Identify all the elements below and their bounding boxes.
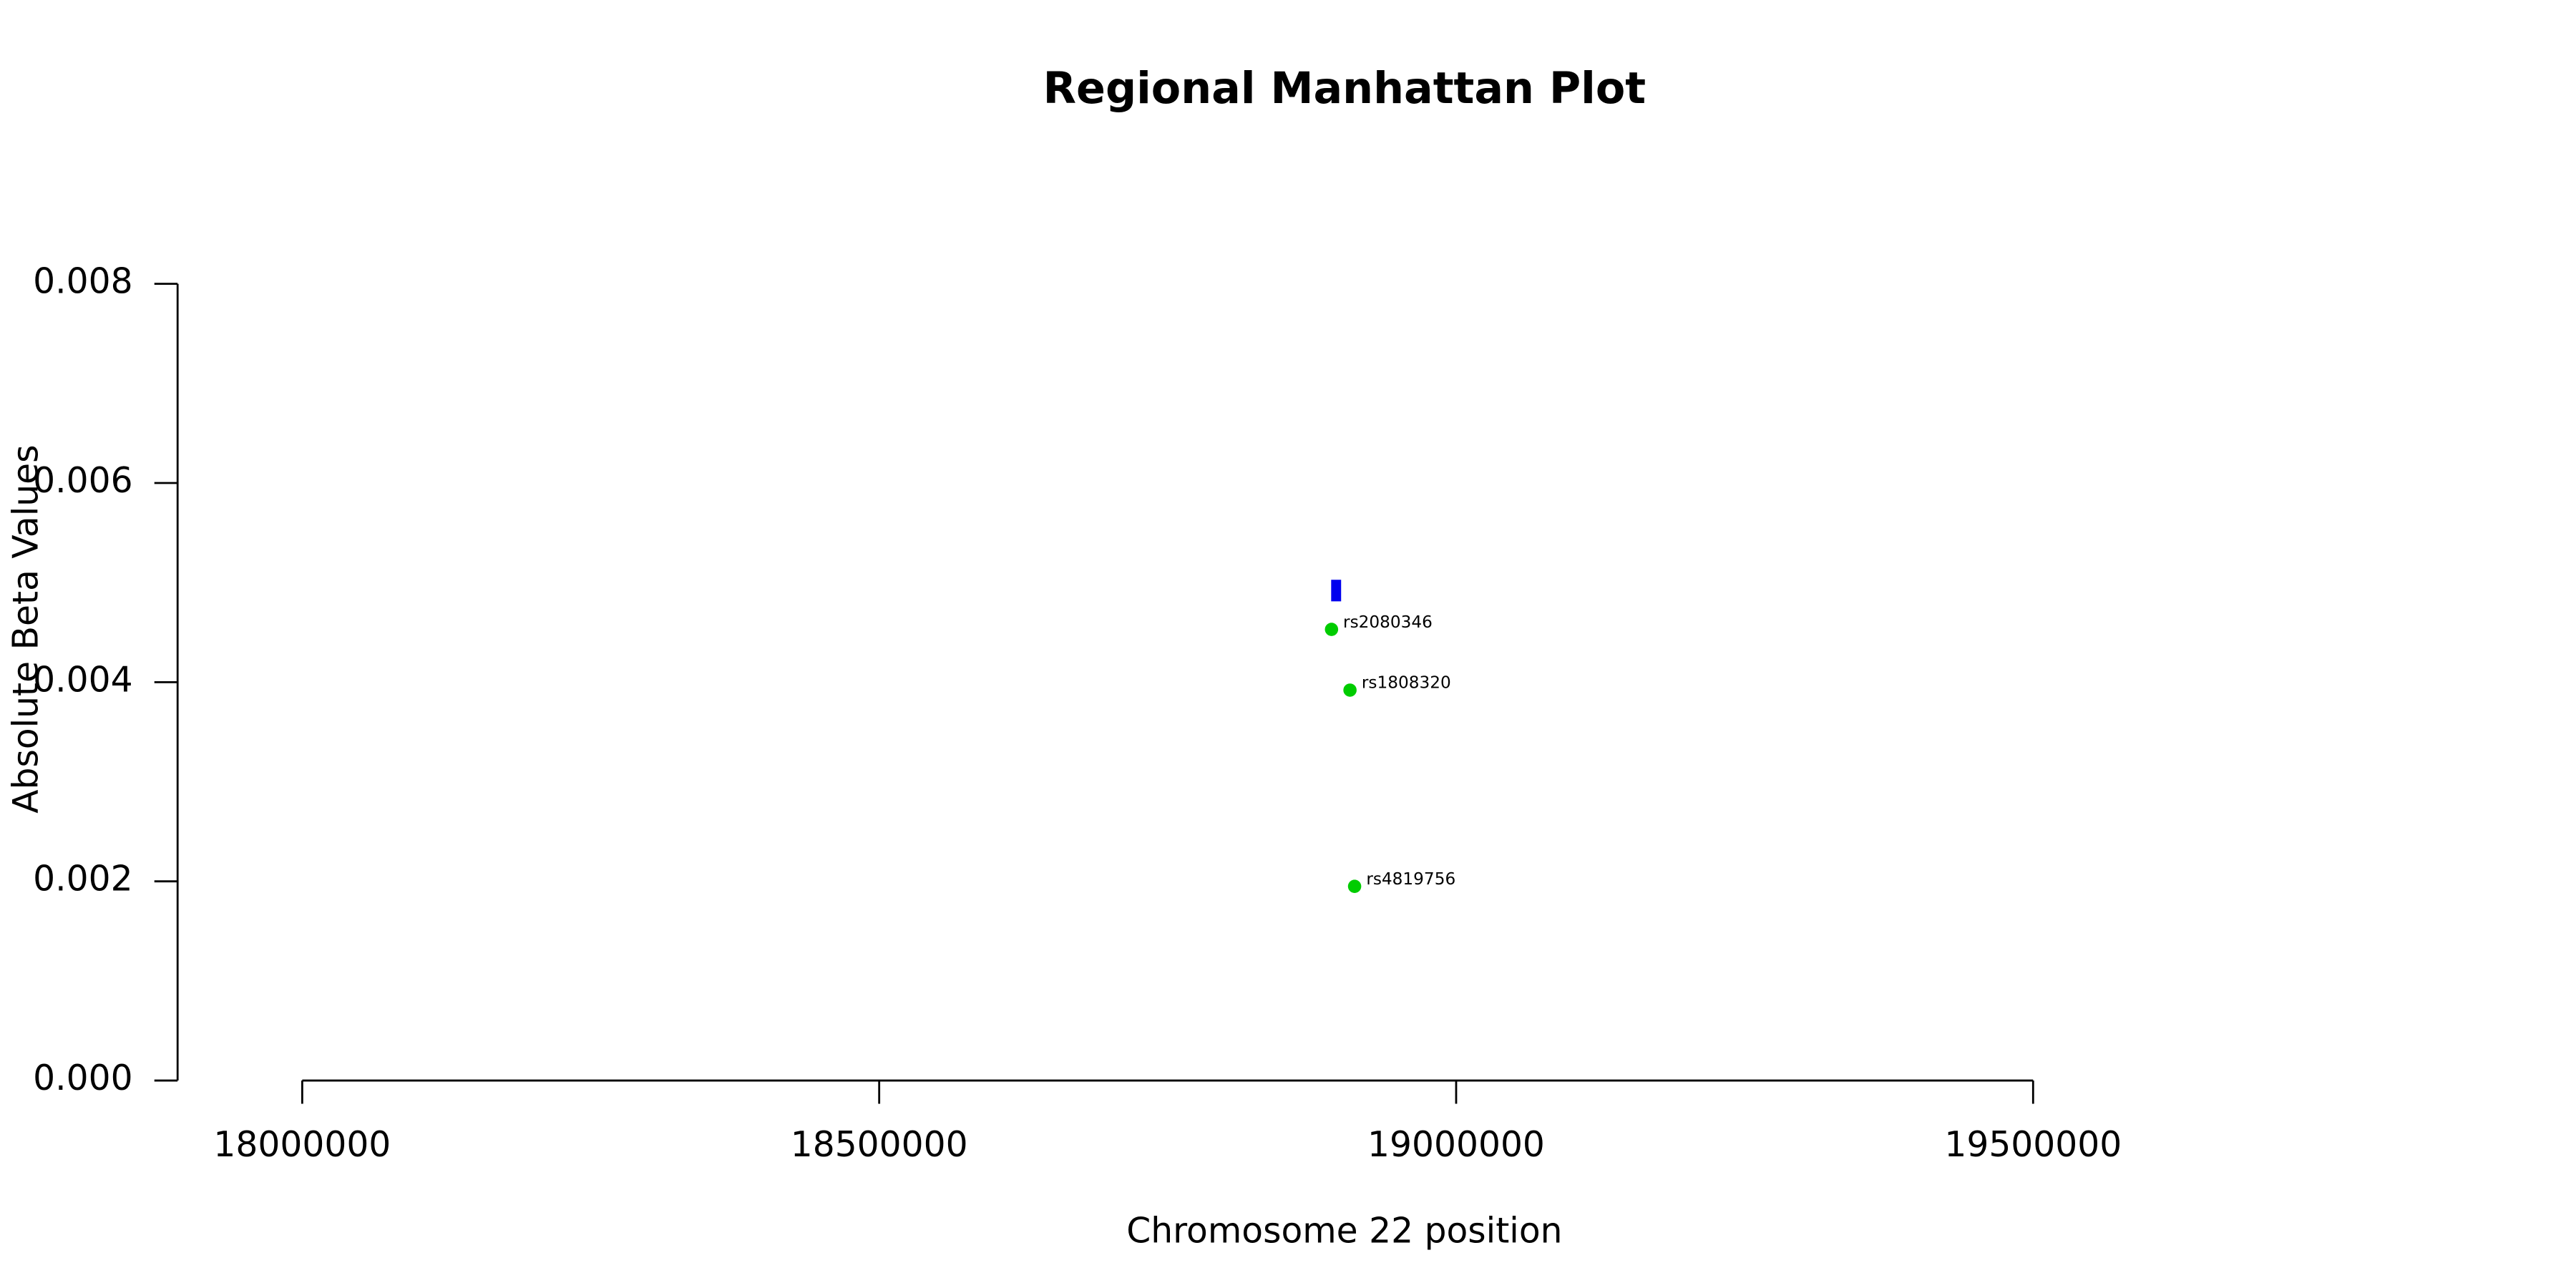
y-axis-label: Absolute Beta Values [6,444,46,813]
y-tick-label: 0.004 [33,660,132,700]
y-tick-label: 0.008 [33,262,132,302]
point-label: rs4819756 [1366,869,1455,889]
highlight-marker [1331,580,1342,602]
y-tick-label: 0.002 [33,859,132,899]
y-tick-label: 0.006 [33,461,132,501]
x-tick-label: 19000000 [1367,1125,1545,1165]
x-tick-label: 18500000 [791,1125,968,1165]
point-label: rs2080346 [1343,613,1433,632]
x-tick-label: 18000000 [213,1125,391,1165]
point [1343,683,1357,697]
point [1347,879,1362,893]
point-label: rs1808320 [1362,673,1451,693]
x-axis-label: Chromosome 22 position [1126,1211,1562,1251]
x-tick-label: 19500000 [1944,1125,2122,1165]
chart-title: Regional Manhattan Plot [1043,64,1646,114]
point [1324,623,1339,636]
y-tick-label: 0.000 [33,1058,132,1098]
